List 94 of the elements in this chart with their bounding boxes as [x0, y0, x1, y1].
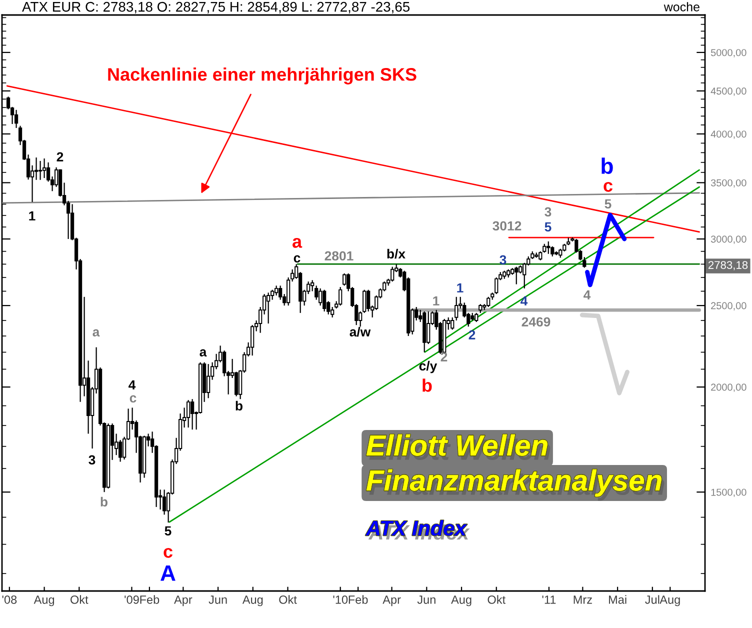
candlestick	[274, 285, 278, 296]
x-tick-label: Okt	[488, 595, 506, 604]
x-tick-label: Aug	[660, 596, 680, 606]
annotation: A	[160, 565, 176, 581]
annotation: 3	[500, 255, 506, 265]
y-tick-label: 1500,00	[711, 488, 746, 497]
candlestick	[162, 489, 166, 516]
y-tick-label: 4000,00	[710, 130, 746, 139]
annotation: b/x	[387, 248, 406, 259]
y-tick-label: 2500,00	[711, 302, 746, 310]
line-series	[585, 212, 627, 288]
candlestick	[426, 310, 430, 345]
annotation: Finanzmarktanalysen	[366, 469, 664, 501]
x-tick-label: '11	[542, 596, 556, 604]
x-tick-label: Jun	[417, 596, 436, 604]
annotation: b	[236, 400, 242, 411]
x-tick-label: Jun	[208, 596, 227, 604]
x-tick-label: Feb	[348, 595, 368, 604]
annotation: a	[200, 349, 207, 357]
candlestick	[278, 285, 282, 300]
candlestick	[486, 296, 490, 308]
x-tick-label: '08	[2, 595, 17, 604]
annotation: 4	[520, 296, 528, 306]
candlestick	[286, 276, 290, 306]
line-series	[580, 312, 630, 396]
annotation: 4	[584, 290, 591, 300]
annotation: c	[294, 255, 300, 263]
candlestick	[190, 398, 194, 430]
annotation: 2	[468, 330, 476, 340]
annotation: c	[604, 182, 612, 192]
annotation: a	[292, 238, 302, 248]
candlestick	[514, 266, 518, 285]
annotation: 2	[56, 152, 64, 162]
annotation: a/w	[350, 326, 371, 337]
y-tick-label: 2000,00	[711, 384, 746, 392]
x-tick-label: Mrz	[574, 596, 592, 604]
x-tick-label: Apr	[382, 596, 401, 606]
annotation: 3012	[492, 221, 522, 231]
candlestick	[318, 288, 322, 306]
candlestick	[322, 289, 326, 312]
chart-subtitle: woche	[664, 2, 700, 12]
candlestick	[366, 289, 370, 312]
annotation: ATX Index	[366, 520, 470, 540]
annotation: 3	[88, 455, 96, 465]
candlestick	[550, 246, 554, 257]
x-tick-label: Okt	[70, 595, 88, 604]
annotation: 2469	[522, 317, 550, 327]
x-tick-label: Feb	[140, 595, 160, 604]
candlestick	[522, 262, 526, 289]
candlestick	[42, 158, 46, 179]
candlestick	[266, 292, 270, 324]
candlestick	[474, 312, 478, 323]
annotation: b	[602, 158, 613, 174]
x-tick-label: Aug	[242, 596, 263, 606]
annotation: 5	[544, 222, 552, 232]
x-tick-label: Aug	[34, 596, 54, 606]
x-tick-label: '09	[124, 595, 139, 604]
annotation: 1	[29, 211, 36, 220]
x-tick-label: Jul	[645, 595, 660, 604]
y-tick-label: 4500,00	[710, 88, 746, 96]
candlestick	[38, 160, 42, 180]
annotation: c	[130, 395, 136, 403]
annotation: b	[422, 378, 432, 392]
y-tick-label: 3500,00	[710, 179, 746, 188]
annotation: a	[92, 329, 100, 337]
candlestick	[546, 240, 550, 254]
chart-title: ATX EUR C: 2783,18 O: 2827,75 H: 2854,89 L: 2772,87 -23,65	[22, 2, 410, 14]
annotation: 2801	[324, 251, 354, 261]
x-tick-label: Apr	[174, 596, 192, 606]
annotation: 1	[433, 296, 440, 306]
candlestick	[250, 324, 254, 356]
annotation: Nackenlinie einer mehrjährigen SKS	[108, 68, 416, 84]
annotation: 2	[440, 352, 448, 362]
candlestick	[390, 266, 394, 282]
text: 2783,18	[708, 261, 748, 270]
y-tick-label: 5000,00	[710, 49, 746, 58]
x-tick-label: Mai	[609, 595, 626, 604]
y-tick-label: 3000,00	[710, 236, 746, 244]
x-tick-label: '10	[333, 595, 348, 604]
annotation: c/y	[419, 360, 438, 374]
annotation: c	[164, 548, 172, 558]
annotation: 3	[544, 207, 552, 217]
candlestick	[342, 272, 346, 286]
x-tick-label: Aug	[451, 596, 472, 606]
x-tick-label: Okt	[279, 595, 297, 604]
candlestick	[206, 363, 210, 399]
annotation: Elliott Wellen	[366, 434, 550, 460]
annotation: 1	[457, 283, 464, 292]
annotation: 4	[128, 380, 136, 390]
candlestick	[338, 286, 342, 306]
annotation: b	[100, 496, 108, 507]
annotation: 5	[604, 199, 612, 209]
candlestick	[186, 399, 190, 428]
annotation: 5	[164, 526, 172, 536]
